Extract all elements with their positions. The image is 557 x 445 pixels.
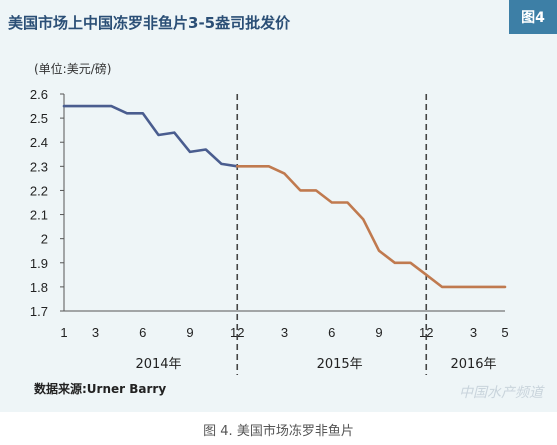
x-tick-label: 12 [230,325,244,340]
x-tick-label: 5 [501,325,508,340]
y-tick-label: 2.2 [30,183,48,198]
x-tick-label: 9 [375,325,382,340]
figure-badge: 图4 [509,0,557,34]
x-tick-label: 1 [60,325,67,340]
y-tick-label: 1.7 [30,304,48,319]
y-tick-label: 2.6 [30,87,48,102]
year-label: 2016年 [450,357,496,372]
y-tick-label: 2.5 [30,111,48,126]
x-tick-label: 3 [92,325,99,340]
y-tick-label: 1.9 [30,256,48,271]
series-line [236,165,507,289]
series-line [62,104,239,168]
y-tick-label: 2.1 [30,208,48,223]
x-tick-label: 6 [328,325,335,340]
axis-labels: 1.7 1.8 1.9 2 2.1 2.2 2.3 2.4 2.5 2.6 1 3 6 9 12 3 6 9 12 3… [30,87,509,372]
chart-panel [0,0,557,412]
x-tick-label: 12 [419,325,433,340]
line-chart: 1.7 1.8 1.9 2 2.1 2.2 2.3 2.4 2.5 2.6 1 3 6 9 12 3 6 9 12 3… [30,87,509,375]
figure-caption: 图 4. 美国市场冻罗非鱼片 [203,424,354,439]
y-tick-label: 1.8 [30,280,48,295]
year-label: 2014年 [135,357,181,372]
chart-axes [60,93,505,312]
year-separators [236,94,428,375]
y-tick-label: 2 [41,232,48,247]
watermark-logo: 中国水产频道 [459,385,543,401]
chart-title: 美国市场上中国冻罗非鱼片3-5盎司批发价 [8,14,291,32]
x-tick-label: 9 [186,325,193,340]
x-tick-label: 6 [139,325,146,340]
x-tick-label: 3 [470,325,477,340]
y-tick-label: 2.4 [30,135,48,150]
data-source: 数据来源:Urner Barry [34,382,167,396]
x-tick-label: 3 [281,325,288,340]
unit-label: (单位:美元/磅) [34,62,112,76]
year-label: 2015年 [317,357,363,372]
y-tick-label: 2.3 [30,159,48,174]
chart-series [62,104,507,289]
